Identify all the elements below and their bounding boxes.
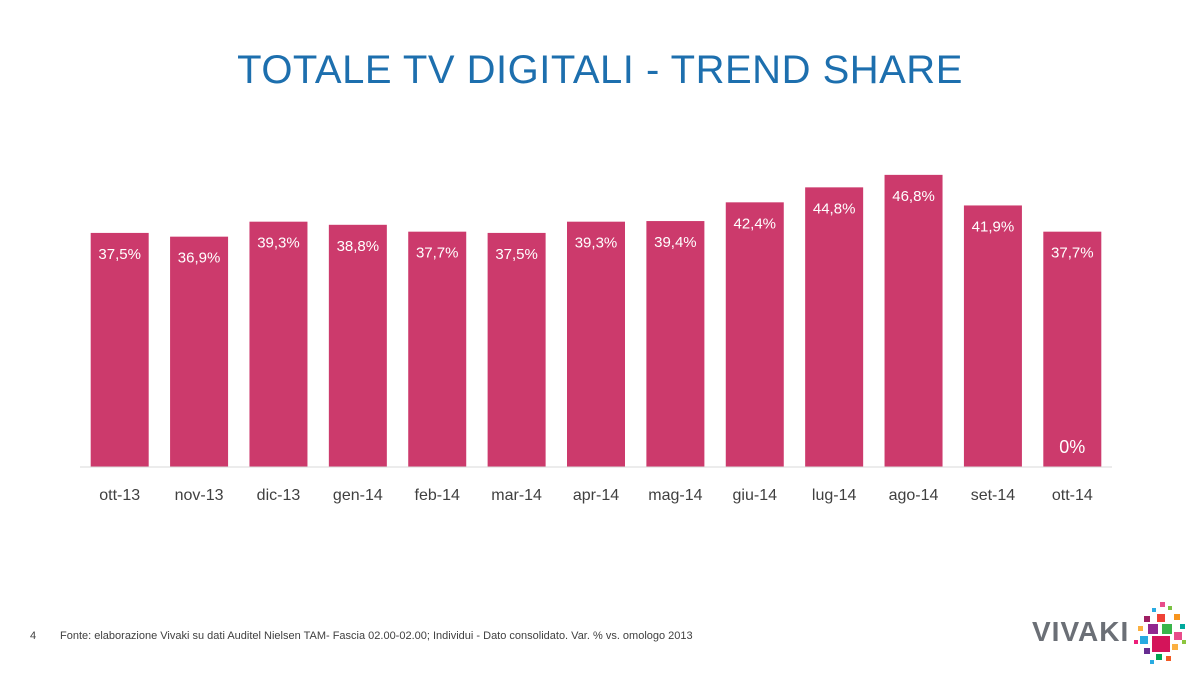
category-label-mar-14: mar-14 bbox=[491, 487, 542, 504]
data-label-giu-14: 42,4% bbox=[733, 215, 776, 232]
bar-set-14 bbox=[963, 205, 1022, 467]
data-label-lug-14: 44,8% bbox=[813, 200, 856, 217]
bar-nov-13 bbox=[170, 236, 229, 467]
chart-title: TOTALE TV DIGITALI - TREND SHARE bbox=[237, 48, 963, 92]
bar-mag-14 bbox=[646, 221, 705, 467]
category-label-mag-14: mag-14 bbox=[648, 487, 702, 504]
category-label-ott-13: ott-13 bbox=[99, 487, 140, 504]
data-label-nov-13: 36,9% bbox=[178, 250, 221, 267]
data-label-ott-13: 37,5% bbox=[98, 246, 141, 263]
category-label-ago-14: ago-14 bbox=[889, 487, 939, 504]
bar-lug-14 bbox=[805, 187, 864, 468]
bar-gen-14 bbox=[328, 224, 387, 467]
category-label-lug-14: lug-14 bbox=[812, 487, 857, 504]
data-label-dic-13: 39,3% bbox=[257, 235, 300, 252]
logo-text: VIVAKI bbox=[1032, 616, 1130, 647]
bar-apr-14 bbox=[567, 221, 625, 467]
logo-mosaic-icon bbox=[1134, 602, 1186, 664]
data-label-ott-14: 37,7% bbox=[1051, 245, 1094, 262]
category-label-nov-13: nov-13 bbox=[175, 487, 224, 504]
bar-feb-14 bbox=[408, 231, 467, 467]
data-label-ago-14: 46,8% bbox=[892, 188, 935, 205]
category-label-dic-13: dic-13 bbox=[257, 487, 301, 504]
slide-number: 4 bbox=[30, 630, 37, 642]
category-label-apr-14: apr-14 bbox=[573, 487, 619, 504]
bar-ott-13 bbox=[90, 232, 149, 467]
data-label-mar-14: 37,5% bbox=[495, 246, 538, 263]
bar-mar-14 bbox=[487, 232, 546, 467]
data-label-feb-14: 37,7% bbox=[416, 245, 459, 262]
variation-label: 0% bbox=[1059, 437, 1085, 457]
bar-chart: 37,5% 36,9% 39,3% 38,8% 37,7% 37,5% 39,3% 39,4%… bbox=[80, 174, 1112, 504]
data-label-apr-14: 39,3% bbox=[575, 235, 618, 252]
category-label-feb-14: feb-14 bbox=[415, 487, 460, 504]
data-label-set-14: 41,9% bbox=[972, 218, 1015, 235]
category-label-set-14: set-14 bbox=[971, 487, 1016, 504]
category-label-giu-14: giu-14 bbox=[733, 487, 778, 504]
source-note: Fonte: elaborazione Vivaki su dati Audit… bbox=[60, 630, 693, 642]
data-label-gen-14: 38,8% bbox=[337, 238, 380, 255]
category-label-ott-14: ott-14 bbox=[1052, 487, 1093, 504]
bar-ago-14 bbox=[884, 174, 943, 467]
data-label-mag-14: 39,4% bbox=[654, 234, 697, 251]
bar-ott-14 bbox=[1043, 231, 1102, 467]
bar-giu-14 bbox=[725, 202, 784, 467]
vivaki-logo: VIVAKI bbox=[1032, 598, 1192, 668]
bar-dic-13 bbox=[249, 221, 308, 467]
category-label-gen-14: gen-14 bbox=[333, 487, 383, 504]
